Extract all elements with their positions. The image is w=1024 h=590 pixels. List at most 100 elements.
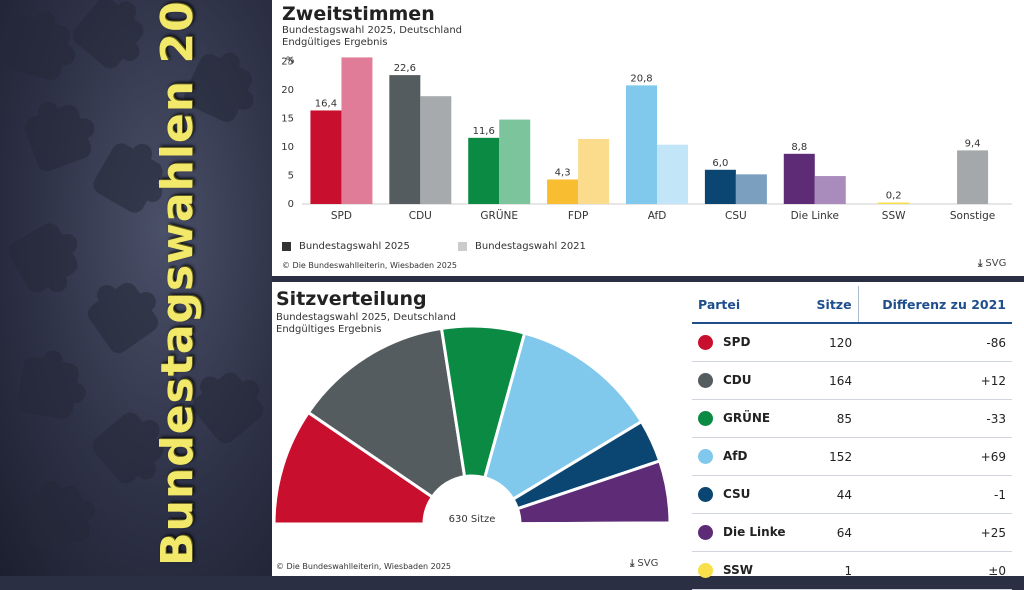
chart-subtitle-line: Bundestagswahl 2025, Deutschland bbox=[282, 25, 463, 36]
bar-2025-spd bbox=[310, 110, 342, 204]
chart-subtitle-line: Bundestagswahl 2025, Deutschland bbox=[276, 312, 457, 323]
difference-cell: +12 bbox=[858, 361, 1012, 400]
party-cell: Die Linke bbox=[692, 513, 805, 552]
legend-swatch bbox=[458, 242, 467, 251]
data-label: 11,6 bbox=[473, 126, 495, 137]
x-tick-label: CDU bbox=[409, 210, 432, 222]
bar-2021-afd bbox=[657, 144, 688, 204]
party-cell: CDU bbox=[692, 361, 805, 400]
y-tick-label: 20 bbox=[281, 85, 294, 96]
party-name: AfD bbox=[723, 449, 748, 463]
puzzle-piece-decoration bbox=[4, 219, 82, 297]
party-color-dot bbox=[698, 563, 713, 578]
bar-2025-ssw bbox=[878, 202, 910, 204]
svg-download-link[interactable]: ⤓ SVG bbox=[630, 558, 658, 569]
y-tick-label: 10 bbox=[281, 142, 294, 153]
bar-2025-sonstige bbox=[957, 150, 989, 204]
table-row: CSU 44 -1 bbox=[692, 475, 1012, 514]
bar-2025-linke bbox=[783, 153, 815, 204]
data-label: 22,6 bbox=[394, 63, 416, 74]
bar-2021-linke bbox=[814, 176, 846, 204]
chart-subtitle: Bundestagswahl 2025, Deutschland Endgült… bbox=[276, 312, 456, 336]
seat-distribution-chart: 630 Sitze bbox=[272, 324, 672, 526]
x-tick-label: AfD bbox=[648, 210, 667, 222]
puzzle-piece-decoration bbox=[15, 355, 81, 421]
party-name: GRÜNE bbox=[723, 411, 771, 425]
column-header-partei: Partei bbox=[692, 286, 805, 324]
seats-cell: 44 bbox=[804, 475, 859, 514]
zweitstimmen-panel: Zweitstimmen Bundestagswahl 2025, Deutsc… bbox=[272, 0, 1024, 276]
seat-segment-ssw bbox=[518, 521, 672, 526]
party-color-dot bbox=[698, 411, 713, 426]
bar-2021-spd bbox=[341, 57, 373, 205]
legend-swatch bbox=[282, 242, 291, 251]
table-body: SPD 120 -86 CDU 164 +12 GRÜNE 85 -33 AfD 152 +69 CSU… bbox=[692, 323, 1012, 590]
difference-cell: -1 bbox=[858, 475, 1012, 514]
party-name: SSW bbox=[723, 563, 753, 577]
svg-download-label: SVG bbox=[637, 558, 659, 569]
x-tick-label: Die Linke bbox=[791, 210, 839, 222]
download-icon: ⤓ bbox=[978, 258, 983, 269]
seat-segment-spd bbox=[272, 410, 435, 526]
x-tick-label: FDP bbox=[568, 210, 588, 222]
slide-title: Bundestagswahlen 2025 bbox=[152, 0, 203, 566]
data-label: 9,4 bbox=[965, 138, 981, 149]
difference-cell: ±0 bbox=[858, 551, 1012, 590]
data-label: 0,2 bbox=[886, 191, 902, 202]
bar-2025-fdp bbox=[547, 179, 579, 204]
y-axis-unit-label: % bbox=[286, 56, 295, 66]
table-header-row: Partei Sitze Differenz zu 2021 bbox=[692, 286, 1012, 324]
seats-cell: 120 bbox=[804, 323, 859, 362]
party-color-dot bbox=[698, 487, 713, 502]
table-row: CDU 164 +12 bbox=[692, 361, 1012, 400]
legend-label: Bundestagswahl 2021 bbox=[475, 241, 586, 252]
seats-cell: 152 bbox=[804, 437, 859, 476]
column-header-differenz: Differenz zu 2021 bbox=[857, 286, 1012, 324]
table-row: AfD 152 +69 bbox=[692, 437, 1012, 476]
bar-2021-fdp bbox=[578, 138, 610, 204]
bar-2021-cdu bbox=[420, 96, 452, 204]
bar-2025-cdu bbox=[389, 75, 421, 204]
y-tick-label: 0 bbox=[288, 199, 294, 210]
seats-cell: 164 bbox=[804, 361, 859, 400]
data-label: 8,8 bbox=[791, 142, 807, 153]
legend-label: Bundestagswahl 2025 bbox=[299, 241, 410, 252]
data-label: 4,3 bbox=[555, 167, 571, 178]
seats-cell: 85 bbox=[804, 399, 859, 438]
svg-download-link[interactable]: ⤓ SVG bbox=[978, 258, 1006, 269]
copyright-credit: © Die Bundeswahlleiterin, Wiesbaden 2025 bbox=[276, 562, 452, 571]
total-seats-label: 630 Sitze bbox=[449, 514, 496, 525]
chart-title: Sitzverteilung bbox=[276, 288, 427, 310]
column-header-sitze: Sitze bbox=[804, 286, 859, 324]
seat-table: Partei Sitze Differenz zu 2021 SPD 120 -86… bbox=[692, 286, 1012, 590]
bar-2025-gruene bbox=[468, 137, 500, 204]
seats-cell: 64 bbox=[804, 513, 859, 552]
seat-segment-afd bbox=[482, 331, 644, 502]
party-color-dot bbox=[698, 373, 713, 388]
party-color-dot bbox=[698, 525, 713, 540]
bar-chart: % 0 5 10 15 20 25 16,4 SPD 22,6 CDU 11,6 GRÜNE 4,3 FDP… bbox=[281, 56, 1012, 222]
puzzle-piece-decoration bbox=[84, 279, 162, 357]
difference-cell: -33 bbox=[858, 399, 1012, 438]
chart-subtitle: Bundestagswahl 2025, Deutschland Endgült… bbox=[282, 25, 462, 49]
copyright-credit: © Die Bundeswahlleiterin, Wiesbaden 2025 bbox=[282, 261, 458, 270]
party-name: SPD bbox=[723, 335, 751, 349]
sitzverteilung-panel: Sitzverteilung Bundestagswahl 2025, Deut… bbox=[272, 282, 1024, 590]
x-tick-label: CSU bbox=[725, 210, 747, 222]
puzzle-piece-decoration bbox=[22, 102, 94, 174]
difference-cell: +69 bbox=[858, 437, 1012, 476]
data-label: 16,4 bbox=[315, 98, 337, 109]
party-color-dot bbox=[698, 335, 713, 350]
seat-segment-cdu bbox=[306, 326, 467, 500]
x-tick-label: SPD bbox=[331, 210, 352, 222]
bar-2025-csu bbox=[704, 169, 736, 204]
download-icon: ⤓ bbox=[630, 558, 635, 569]
puzzle-piece-decoration bbox=[68, 0, 148, 73]
table-row: SPD 120 -86 bbox=[692, 323, 1012, 362]
x-tick-label: Sonstige bbox=[950, 210, 995, 222]
party-cell: GRÜNE bbox=[692, 399, 805, 438]
bar-2025-afd bbox=[626, 85, 657, 204]
party-name: CDU bbox=[723, 373, 752, 387]
party-name: CSU bbox=[723, 487, 751, 501]
legend-item-2021: Bundestagswahl 2021 bbox=[458, 241, 586, 252]
